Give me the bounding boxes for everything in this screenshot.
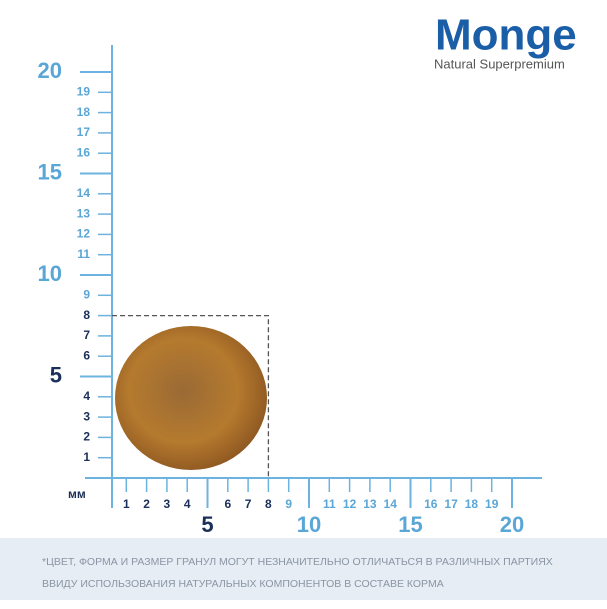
y-major-label: 20: [38, 58, 62, 83]
y-tick-label: 6: [83, 348, 90, 362]
disclaimer-box: [0, 538, 607, 600]
x-tick-label: 18: [465, 497, 479, 511]
granule-size-box: [112, 314, 270, 478]
x-tick-label: 16: [424, 497, 438, 511]
y-tick-label: 13: [77, 206, 91, 220]
y-tick-label: 2: [83, 430, 90, 444]
y-tick-label: 1: [83, 450, 90, 464]
x-major-label: 10: [297, 512, 321, 537]
y-tick-label: 17: [77, 125, 91, 139]
x-tick-label: 12: [343, 497, 357, 511]
x-major-label: 15: [398, 512, 422, 537]
y-tick-label: 4: [83, 389, 90, 403]
x-tick-label: 11: [323, 497, 336, 511]
y-tick-label: 16: [77, 145, 91, 159]
y-tick-label: 14: [77, 186, 91, 200]
x-tick-label: 9: [285, 497, 292, 511]
disclaimer-line: ВВИДУ ИСПОЛЬЗОВАНИЯ НАТУРАЛЬНЫХ КОМПОНЕН…: [42, 578, 444, 590]
y-tick-label: 8: [83, 308, 90, 322]
x-tick-label: 13: [363, 497, 377, 511]
x-tick-label: 2: [143, 497, 150, 511]
x-tick-label: 6: [224, 497, 231, 511]
y-major-label: 5: [50, 362, 62, 387]
kibble-photo: [115, 326, 267, 470]
x-tick-label: 19: [485, 497, 499, 511]
y-tick-label: 9: [83, 287, 90, 301]
y-tick-label: 7: [83, 328, 90, 342]
x-major-label: 20: [500, 512, 524, 537]
unit-label: мм: [68, 487, 86, 501]
x-tick-label: 7: [245, 497, 252, 511]
x-tick-label: 3: [164, 497, 171, 511]
y-tick-label: 3: [83, 409, 90, 423]
y-tick-label: 12: [77, 227, 91, 241]
x-tick-label: 1: [123, 497, 130, 511]
x-tick-label: 4: [184, 497, 191, 511]
disclaimer-line: *ЦВЕТ, ФОРМА И РАЗМЕР ГРАНУЛ МОГУТ НЕЗНА…: [42, 556, 553, 568]
y-major-label: 15: [38, 159, 62, 184]
y-major-label: 10: [38, 261, 62, 286]
x-tick-label: 17: [444, 497, 458, 511]
x-tick-label: 14: [384, 497, 398, 511]
x-tick-label: 8: [265, 497, 272, 511]
y-tick-label: 11: [77, 247, 90, 261]
brand-tagline: Natural Superpremium: [434, 56, 565, 71]
x-major-label: 5: [201, 512, 213, 537]
y-tick-label: 19: [77, 84, 91, 98]
brand-logo: Monge: [435, 11, 577, 60]
y-tick-label: 18: [77, 105, 91, 119]
